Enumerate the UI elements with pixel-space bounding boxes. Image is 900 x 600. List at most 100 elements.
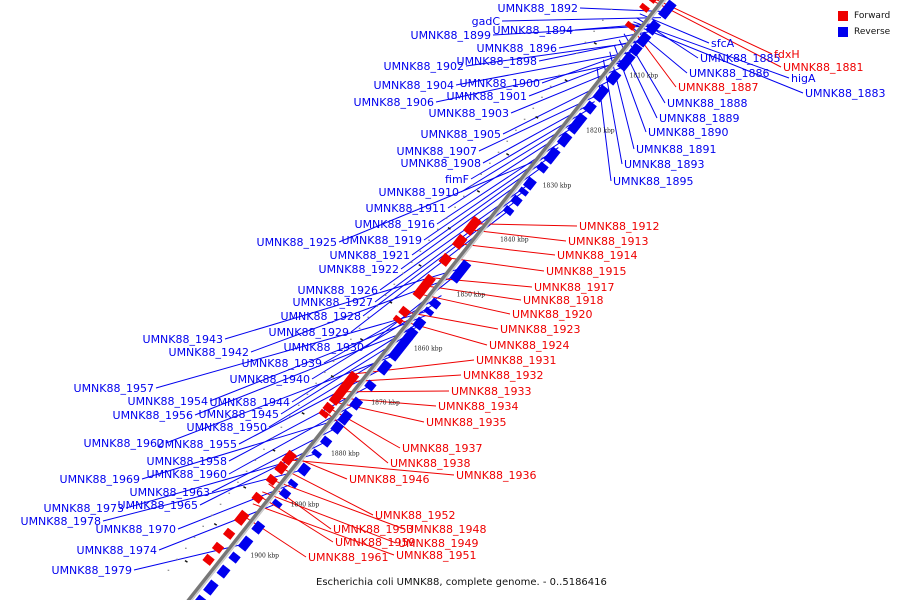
reverse-gene-block	[536, 161, 549, 174]
tick-mark	[476, 190, 481, 193]
tick-dot	[263, 448, 265, 450]
scale-label: 1880 kbp	[331, 450, 360, 457]
axis-highlight	[190, 0, 667, 600]
legend-swatch-forward	[838, 11, 848, 21]
tick-mark	[447, 227, 451, 230]
legend-label-forward: Forward	[854, 11, 891, 21]
tick-dots	[167, 8, 613, 571]
reverse-gene-label: sfcA	[711, 37, 735, 50]
legend-item-forward: Forward	[838, 8, 900, 24]
tick-dot	[454, 206, 456, 208]
reverse-gene-label: UMNK88_1955	[157, 438, 237, 451]
leader-line	[458, 243, 556, 256]
forward-gene-label: UMNK88_1923	[500, 323, 580, 336]
forward-gene-block	[462, 215, 482, 236]
leader-line	[209, 315, 426, 402]
reverse-gene-block	[428, 297, 442, 310]
forward-gene-label: UMNK88_1961	[308, 551, 388, 564]
caption: Escherichia coli UMNK88, complete genome…	[316, 577, 607, 588]
leader-line	[258, 495, 334, 543]
forward-gene-label: UMNK88_1946	[349, 473, 429, 486]
tick-mark	[213, 523, 218, 526]
forward-gene-label: UMNK88_1881	[783, 61, 863, 74]
leader-line	[447, 257, 545, 272]
reverse-gene-label: UMNK88_1908	[401, 157, 481, 170]
reverse-gene-block	[605, 69, 622, 86]
tick-dot	[601, 19, 604, 21]
leader-line	[224, 267, 464, 340]
forward-gene-label: UMNK88_1948	[406, 523, 486, 536]
tick-mark	[301, 412, 305, 415]
leader-line	[501, 17, 662, 22]
reverse-gene-label: UMNK88_1979	[52, 564, 132, 577]
forward-gene-label: UMNK88_1959	[335, 536, 415, 549]
reverse-gene-label: UMNK88_1890	[648, 126, 728, 139]
forward-gene-label: UMNK88_1932	[463, 369, 543, 382]
forward-gene-label: UMNK88_1914	[557, 249, 637, 262]
forward-gene-block	[398, 305, 411, 318]
reverse-gene-label: UMNK88_1903	[429, 107, 509, 120]
tick-dot	[350, 338, 352, 340]
forward-gene-label: fdxH	[774, 48, 800, 61]
forward-gene-block	[328, 389, 345, 406]
reverse-gene-label: UMNK88_1956	[113, 409, 193, 422]
reverse-gene-label: UMNK88_1894	[493, 24, 573, 37]
scale-label: 1840 kbp	[500, 236, 529, 243]
forward-gene-block	[639, 2, 650, 13]
reverse-gene-block	[297, 462, 312, 477]
tick-dot	[532, 107, 535, 109]
leader-line	[424, 285, 522, 301]
reverse-gene-block	[311, 448, 323, 459]
reverse-gene-label: UMNK88_1970	[96, 523, 176, 536]
legend-label-reverse: Reverse	[854, 27, 891, 37]
leader-line	[194, 327, 417, 416]
tick-mark	[564, 79, 568, 82]
leader-line	[614, 45, 647, 133]
tick-mark	[330, 375, 334, 378]
legend-item-reverse: Reverse	[838, 24, 900, 40]
forward-gene-label: UMNK88_1934	[438, 400, 518, 413]
tick-mark	[359, 338, 364, 341]
reverse-gene-label: UMNK88_1899	[411, 29, 491, 42]
tick-dot	[549, 85, 552, 87]
forward-gene-block	[412, 287, 425, 300]
reverse-gene-label: UMNK88_1958	[147, 455, 227, 468]
tick-dot	[445, 217, 448, 219]
leader-line	[133, 543, 246, 571]
leader-line	[418, 293, 511, 315]
reverse-gene-label: UMNK88_1896	[477, 42, 557, 55]
leader-line	[596, 67, 612, 182]
leader-line	[262, 491, 397, 544]
tick-dot	[185, 547, 187, 549]
reverse-gene-label: UMNK88_1904	[374, 79, 454, 92]
reverse-gene-label: UMNK88_1883	[805, 87, 885, 100]
tick-mark	[272, 449, 276, 452]
reverse-gene-block	[271, 498, 283, 509]
reverse-gene-label: UMNK88_1911	[366, 202, 446, 215]
reverse-gene-label: UMNK88_1922	[319, 263, 399, 276]
reverse-gene-block	[645, 19, 661, 36]
forward-gene-label: UMNK88_1935	[426, 416, 506, 429]
reverse-gene-label: fimF	[445, 173, 469, 186]
leader-line	[287, 459, 455, 476]
leader-line	[631, 23, 804, 94]
tick-dot	[245, 470, 248, 472]
reverse-gene-label: UMNK88_1930	[284, 341, 364, 354]
reverse-gene-label: UMNK88_1945	[199, 408, 279, 421]
tick-dot	[367, 316, 370, 318]
tick-dot	[463, 195, 465, 197]
leader-line	[141, 417, 346, 480]
leader-line	[618, 39, 658, 119]
leader-line	[333, 401, 425, 423]
reverse-gene-label: UMNK88_1942	[169, 346, 249, 359]
reverse-gene-label: UMNK88_1943	[143, 333, 223, 346]
reverse-gene-block	[628, 42, 643, 57]
reverse-gene-label: UMNK88_1907	[397, 145, 477, 158]
tick-dot	[306, 393, 309, 395]
tick-dot	[237, 481, 239, 483]
forward-gene-label: UMNK88_1937	[402, 442, 482, 455]
reverse-gene-label: UMNK88_1916	[355, 218, 435, 231]
leader-line	[602, 59, 623, 165]
forward-gene-block	[265, 473, 279, 486]
